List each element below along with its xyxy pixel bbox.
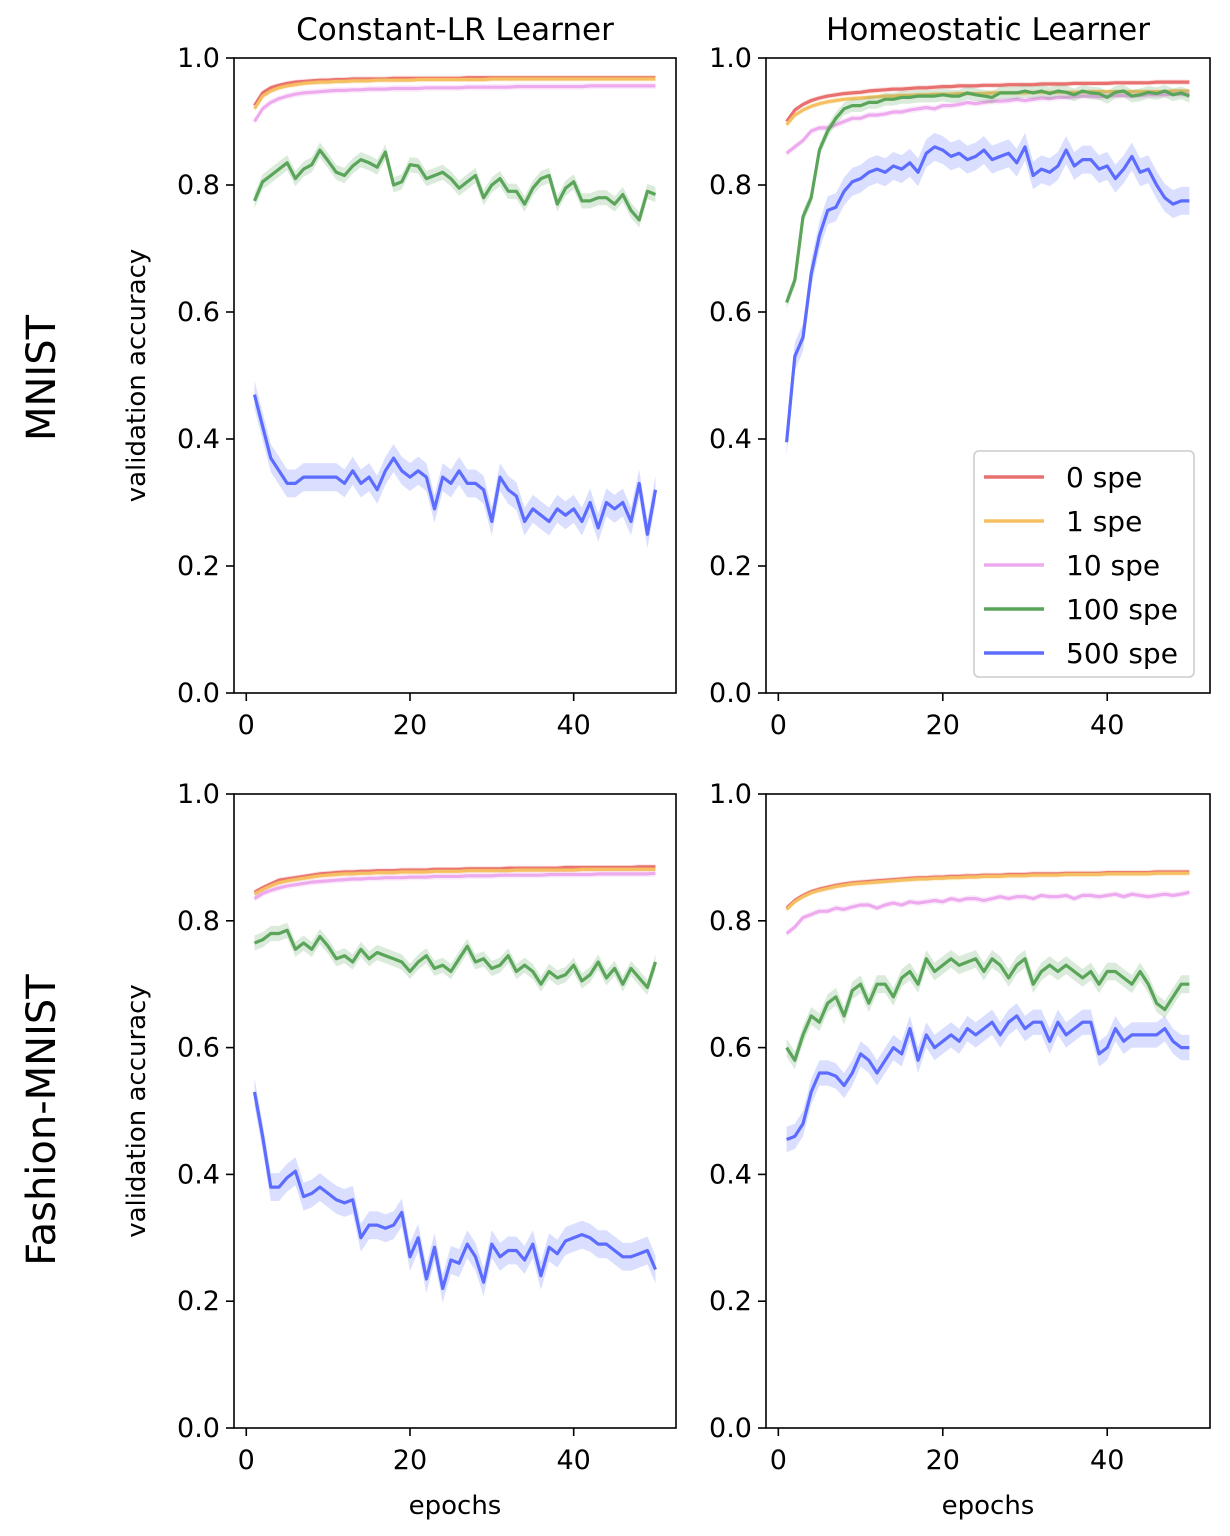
legend-box [973,450,1195,678]
axes-frame [233,793,677,1429]
axes-frame [765,57,1211,694]
y-tick-label: 0.0 [177,678,220,709]
series-band-500-spe [254,1078,656,1303]
legend-label: 100 spe [1066,593,1178,626]
series-band-500-spe [786,1003,1190,1153]
series-line-10-spe [785,92,1190,155]
y-tick-label: 0.8 [177,906,220,937]
y-tick-label: 0.8 [709,170,752,201]
x-tick-label: 20 [393,1445,427,1476]
legend-label: 1 spe [1066,505,1142,538]
x-tick-label: 40 [557,710,591,741]
series-line-100-spe [785,89,1190,304]
series-line-100-spe [785,957,1190,1062]
series-line-500-spe [252,394,658,536]
y-tick-label: 0.2 [177,1286,220,1317]
panel-fashion-mnist-constant-lr: 0.0 0.2 0.4 0.6 0.8 1.0 0 20 40 epochs validation … [122,779,677,1521]
y-axis-label: validation accuracy [122,984,152,1238]
legend: 0 spe 1 spe 10 spe 100 spe 500 spe [973,450,1195,678]
y-tick-label: 0.0 [709,678,752,709]
x-tick-label: 20 [926,710,960,741]
panel-fashion-mnist-homeostatic: 0.0 0.2 0.4 0.6 0.8 1.0 0 20 40 epochs [709,779,1211,1521]
series-line-1-spe [253,867,656,896]
series-band-100-spe [786,950,1190,1070]
series-band-10-spe [786,91,1190,157]
y-tick-label: 0.6 [177,297,220,328]
x-tick-label: 0 [238,1445,255,1476]
y-tick-label: 0.2 [177,551,220,582]
series-line-1-spe [253,77,656,110]
series-line-100-spe [253,928,658,990]
y-tick-label: 1.0 [177,43,220,74]
series-line-100-spe [253,148,657,222]
x-tick-label: 20 [393,710,427,741]
series-line-0-spe [253,865,656,894]
legend-label: 500 spe [1066,637,1178,670]
x-tick-label: 40 [557,1445,591,1476]
series-line-10-spe [785,890,1190,935]
y-tick-label: 0.4 [709,1159,752,1190]
x-tick-label: 20 [926,1445,960,1476]
y-tick-label: 0.4 [177,1159,220,1190]
series-line-500-spe [252,1091,657,1291]
series-band-100-spe [254,922,656,995]
y-tick-label: 0.0 [177,1413,220,1444]
series-line-0-spe [785,80,1190,123]
panel-title: Homeostatic Learner [826,12,1150,48]
y-tick-label: 0.0 [709,1413,752,1444]
series-line-10-spe [253,871,656,900]
y-axis-label: validation accuracy [122,249,152,503]
row-label-mnist: MNIST [19,314,65,441]
row-label-fashion-mnist: Fashion-MNIST [19,974,65,1266]
y-tick-label: 0.6 [709,297,752,328]
series-line-10-spe [253,84,656,123]
series-band-500-spe [254,380,656,549]
x-tick-label: 0 [770,1445,787,1476]
x-tick-label: 0 [238,710,255,741]
panel-mnist-homeostatic: 0.0 0.2 0.4 0.6 0.8 1.0 0 20 40 Homeostatic Learn… [709,12,1211,741]
x-axis-label: epochs [942,1491,1035,1521]
y-tick-label: 0.2 [709,1286,752,1317]
series-line-1-spe [785,871,1190,911]
x-tick-label: 40 [1090,1445,1124,1476]
y-tick-label: 0.8 [177,170,220,201]
y-tick-label: 1.0 [709,779,752,810]
y-tick-label: 0.2 [709,551,752,582]
axes-frame [765,793,1211,1429]
x-tick-label: 40 [1090,710,1124,741]
series-line-500-spe [785,145,1190,443]
x-tick-label: 0 [770,710,787,741]
legend-label: 10 spe [1066,549,1160,582]
y-tick-label: 0.4 [177,424,220,455]
y-tick-label: 0.6 [709,1033,752,1064]
panel-title: Constant-LR Learner [296,12,614,48]
y-tick-label: 1.0 [709,43,752,74]
y-tick-label: 1.0 [177,779,220,810]
y-tick-label: 0.8 [709,906,752,937]
y-tick-label: 0.4 [709,424,752,455]
x-axis-label: epochs [409,1491,502,1521]
series-band-500-spe [786,132,1190,457]
panel-mnist-constant-lr: 0.0 0.2 0.4 0.6 0.8 1.0 0 20 40 Constant-LR Learn… [122,12,677,741]
series-line-500-spe [786,1014,1190,1141]
axes-frame [233,57,677,694]
y-tick-label: 0.6 [177,1033,220,1064]
legend-label: 0 spe [1066,461,1142,494]
